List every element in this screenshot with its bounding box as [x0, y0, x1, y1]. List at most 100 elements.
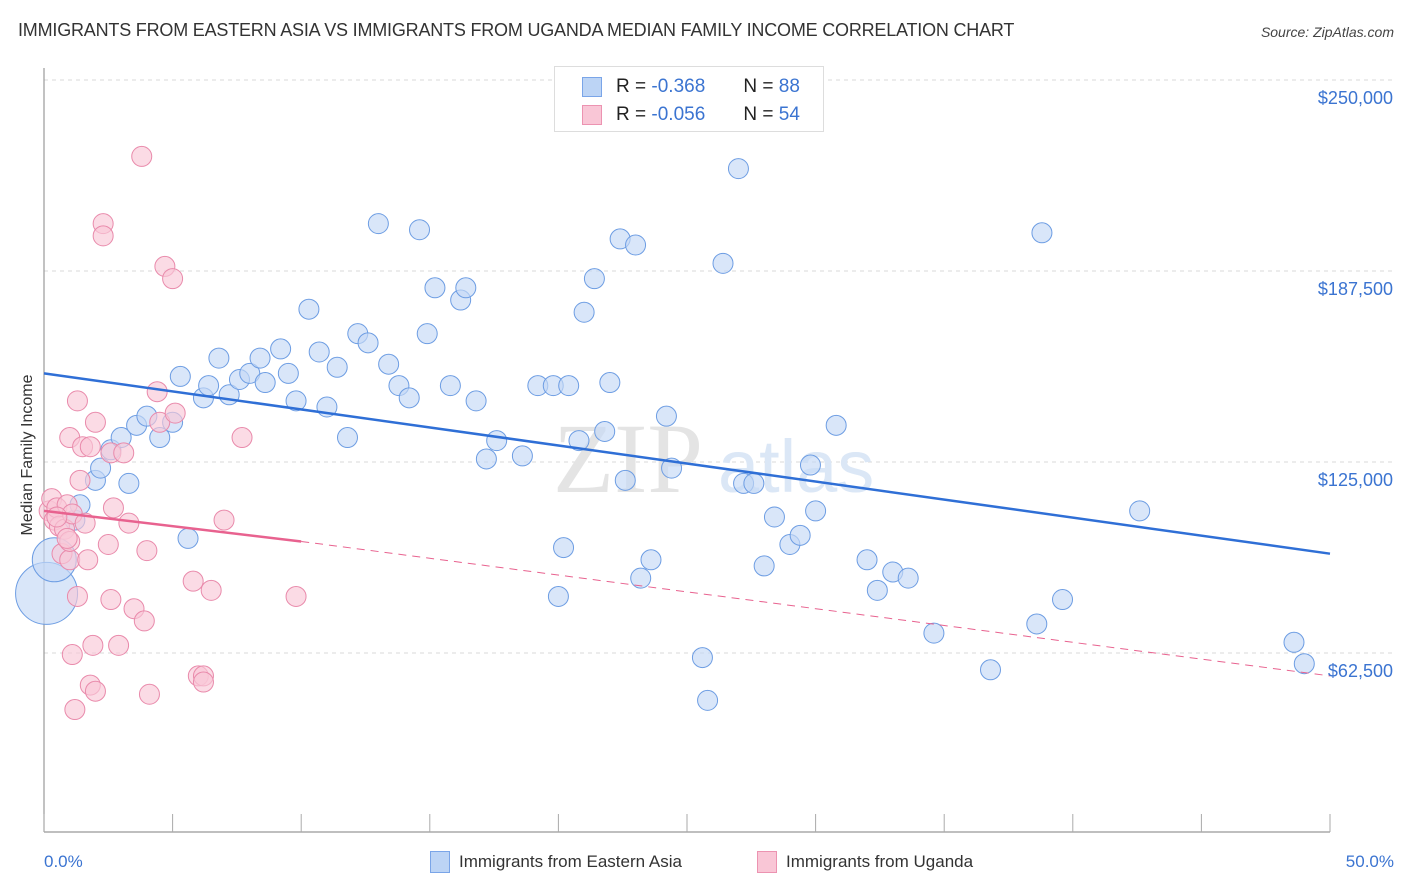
point-eastern-asia — [743, 472, 765, 494]
y-axis-label: Median Family Income — [19, 374, 36, 536]
point-eastern-asia — [409, 219, 431, 241]
point-eastern-asia — [270, 338, 292, 360]
r-value: -0.368 — [651, 76, 706, 97]
point-eastern-asia — [583, 268, 605, 290]
point-uganda — [46, 506, 68, 528]
point-uganda — [285, 585, 307, 607]
point-eastern-asia — [599, 372, 621, 394]
point-eastern-asia — [558, 375, 580, 397]
point-uganda — [231, 427, 253, 449]
point-uganda — [66, 390, 88, 412]
point-eastern-asia — [511, 445, 533, 467]
n-value: 88 — [778, 76, 800, 97]
point-eastern-asia — [568, 430, 590, 452]
point-eastern-asia — [118, 472, 140, 494]
watermark: ZIP atlas — [553, 403, 874, 514]
point-uganda — [77, 549, 99, 571]
point-eastern-asia — [805, 500, 827, 522]
point-eastern-asia — [298, 298, 320, 320]
point-eastern-asia — [712, 252, 734, 274]
point-eastern-asia — [326, 356, 348, 378]
point-eastern-asia — [897, 567, 919, 589]
y-tick-label: $62,500 — [1328, 661, 1393, 681]
point-eastern-asia — [799, 454, 821, 476]
point-eastern-asia — [239, 362, 261, 384]
point-eastern-asia — [825, 414, 847, 436]
point-uganda — [84, 411, 106, 433]
point-eastern-asia — [923, 622, 945, 644]
point-eastern-asia — [378, 353, 400, 375]
point-uganda — [113, 442, 135, 464]
point-eastern-asia — [866, 579, 888, 601]
point-eastern-asia — [979, 659, 1001, 681]
point-eastern-asia — [763, 506, 785, 528]
point-eastern-asia — [439, 375, 461, 397]
point-eastern-asia — [169, 365, 191, 387]
point-eastern-asia — [277, 362, 299, 384]
point-uganda — [66, 585, 88, 607]
legend-label: Immigrants from Eastern Asia — [459, 852, 682, 871]
trend-line-uganda — [43, 509, 302, 543]
point-uganda — [162, 268, 184, 290]
point-eastern-asia — [573, 301, 595, 323]
point-uganda — [69, 469, 91, 491]
point-eastern-asia — [308, 341, 330, 363]
chart-title: IMMIGRANTS FROM EASTERN ASIA VS IMMIGRAN… — [18, 20, 1015, 40]
legend-item-uganda[interactable]: Immigrants from Uganda — [757, 851, 973, 873]
point-uganda — [131, 145, 153, 167]
point-eastern-asia — [655, 405, 677, 427]
point-uganda — [182, 570, 204, 592]
point-uganda — [102, 497, 124, 519]
point-eastern-asia — [90, 457, 112, 479]
n-label: N = — [743, 76, 774, 97]
watermark-atlas: atlas — [718, 425, 874, 508]
source-label: Source: ZipAtlas.com — [1260, 24, 1394, 40]
point-eastern-asia — [398, 387, 420, 409]
point-eastern-asia — [625, 234, 647, 256]
point-uganda — [213, 509, 235, 531]
point-uganda — [79, 436, 101, 458]
point-uganda — [59, 549, 81, 571]
point-eastern-asia — [336, 427, 358, 449]
point-eastern-asia — [285, 390, 307, 412]
point-uganda — [164, 402, 186, 424]
point-eastern-asia — [424, 277, 446, 299]
point-eastern-asia — [553, 537, 575, 559]
point-eastern-asia — [455, 277, 477, 299]
legend-swatch-eastern-asia — [430, 851, 450, 873]
stats-row-uganda: R = -0.056 N = 54 — [555, 101, 800, 129]
point-uganda — [192, 671, 214, 693]
point-uganda — [84, 680, 106, 702]
x-tick-label-min: 0.0% — [44, 852, 83, 871]
point-eastern-asia — [1026, 613, 1048, 635]
point-eastern-asia — [486, 430, 508, 452]
r-label: R = — [616, 104, 647, 125]
x-tick-label-max: 50.0% — [1345, 852, 1394, 871]
n-value: 54 — [778, 104, 800, 125]
point-uganda — [133, 610, 155, 632]
point-uganda — [56, 527, 78, 549]
point-uganda — [92, 225, 114, 247]
point-eastern-asia — [614, 469, 636, 491]
point-eastern-asia — [697, 689, 719, 711]
point-eastern-asia — [1031, 222, 1053, 244]
point-eastern-asia — [367, 213, 389, 235]
legend-item-eastern-asia[interactable]: Immigrants from Eastern Asia — [430, 851, 682, 873]
point-eastern-asia — [1283, 631, 1305, 653]
y-tick-label: $187,500 — [1318, 279, 1393, 299]
legend-label: Immigrants from Uganda — [786, 852, 974, 871]
point-uganda — [74, 512, 96, 534]
stats-row-eastern-asia: R = -0.368 N = 88 — [555, 73, 800, 101]
point-eastern-asia — [465, 390, 487, 412]
point-uganda — [64, 699, 86, 721]
point-eastern-asia — [640, 549, 662, 571]
point-uganda — [61, 644, 83, 666]
point-eastern-asia — [691, 647, 713, 669]
r-value: -0.056 — [651, 104, 706, 125]
point-eastern-asia — [1293, 653, 1315, 675]
legend-swatch-uganda — [757, 851, 777, 873]
stats-swatch-uganda — [582, 105, 602, 125]
point-eastern-asia — [475, 448, 497, 470]
n-label: N = — [743, 104, 774, 125]
